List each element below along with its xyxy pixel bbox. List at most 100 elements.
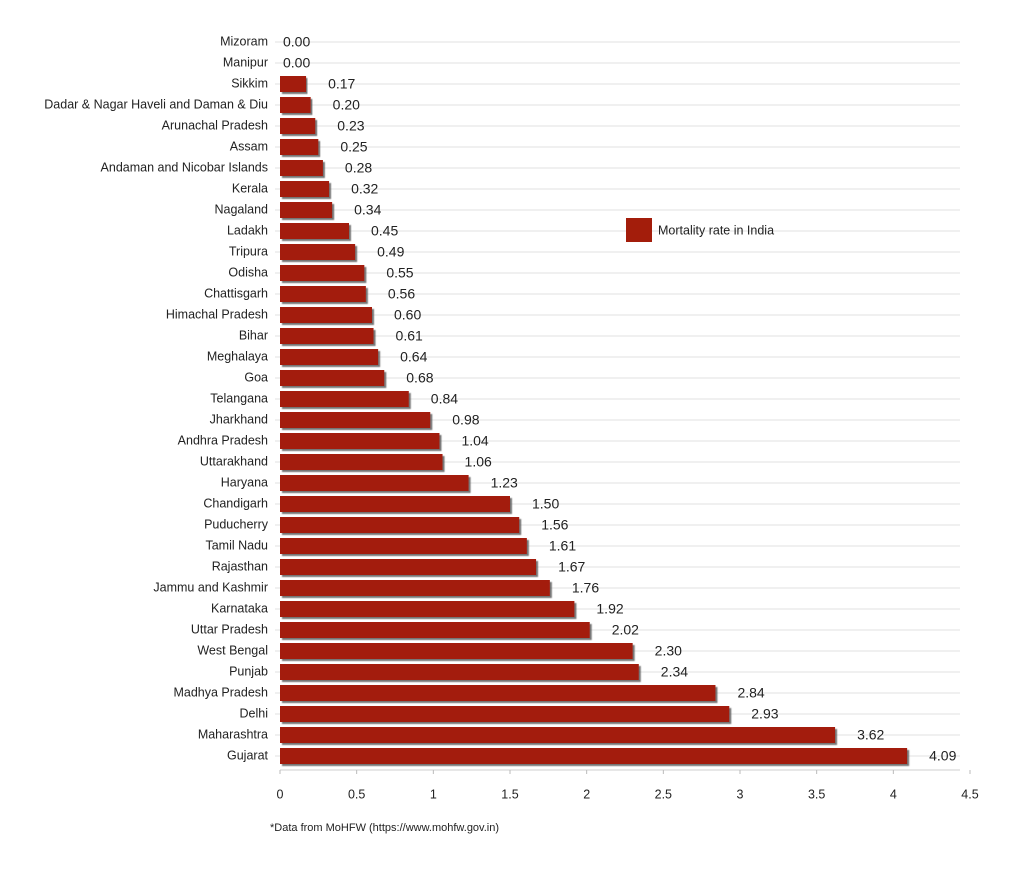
y-tick-label: Telangana <box>210 391 268 405</box>
y-tick-label: Sikkim <box>231 76 268 90</box>
bar <box>280 622 590 638</box>
bar <box>280 664 639 680</box>
value-label: 0.45 <box>371 223 398 239</box>
bar <box>280 181 330 197</box>
bar <box>280 139 319 155</box>
bar <box>280 391 409 407</box>
bar <box>280 706 730 722</box>
x-tick-label: 3.5 <box>808 787 825 801</box>
y-tick-label: Punjab <box>229 664 268 678</box>
value-label: 0.55 <box>386 265 413 281</box>
y-tick-label: Kerala <box>232 181 268 195</box>
y-tick-label: Maharashtra <box>198 727 268 741</box>
bar <box>280 118 316 134</box>
bar <box>280 685 716 701</box>
value-label: 2.93 <box>751 706 778 722</box>
y-tick-label: Dadar & Nagar Haveli and Daman & Diu <box>44 97 268 111</box>
y-tick-label: Chattisgarh <box>204 286 268 300</box>
y-tick-label: Ladakh <box>227 223 268 237</box>
value-label: 1.61 <box>549 538 576 554</box>
value-label: 1.23 <box>491 475 518 491</box>
y-tick-label: Gujarat <box>227 748 269 762</box>
bar <box>280 601 575 617</box>
y-tick-label: Jammu and Kashmir <box>153 580 268 594</box>
y-tick-label: Delhi <box>240 706 269 720</box>
x-tick-label: 1.5 <box>501 787 518 801</box>
bar <box>280 412 431 428</box>
bar <box>280 202 333 218</box>
footnote: *Data from MoHFW (https://www.mohfw.gov.… <box>270 822 499 834</box>
y-tick-label: Chandigarh <box>203 496 268 510</box>
y-tick-label: Rajasthan <box>212 559 268 573</box>
bar <box>280 223 349 239</box>
bar <box>280 727 836 743</box>
value-label: 0.84 <box>431 391 458 407</box>
x-tick-label: 3 <box>737 787 744 801</box>
value-label: 3.62 <box>857 727 884 743</box>
bar <box>280 748 908 764</box>
value-label: 0.00 <box>283 55 310 71</box>
y-tick-label: Mizoram <box>220 34 268 48</box>
value-label: 0.49 <box>377 244 404 260</box>
y-tick-label: Puducherry <box>204 517 269 531</box>
y-tick-label: West Bengal <box>197 643 268 657</box>
value-label: 0.56 <box>388 286 415 302</box>
value-label: 2.02 <box>612 622 639 638</box>
y-tick-label: Arunachal Pradesh <box>162 118 268 132</box>
value-label: 0.98 <box>452 412 479 428</box>
y-tick-label: Odisha <box>228 265 268 279</box>
value-label: 2.34 <box>661 664 688 680</box>
value-label: 0.34 <box>354 202 381 218</box>
value-label: 0.25 <box>340 139 367 155</box>
y-tick-label: Tamil Nadu <box>205 538 268 552</box>
x-tick-label: 0 <box>277 787 284 801</box>
value-label: 0.00 <box>283 34 310 50</box>
value-label: 1.92 <box>596 601 623 617</box>
value-label: 1.56 <box>541 517 568 533</box>
value-label: 0.68 <box>406 370 433 386</box>
y-tick-label: Uttarakhand <box>200 454 268 468</box>
y-tick-label: Nagaland <box>214 202 268 216</box>
y-tick-label: Goa <box>244 370 268 384</box>
bar <box>280 475 469 491</box>
y-tick-label: Karnataka <box>211 601 268 615</box>
legend-label: Mortality rate in India <box>658 223 774 237</box>
value-label: 1.50 <box>532 496 559 512</box>
value-label: 2.30 <box>655 643 682 659</box>
value-label: 4.09 <box>929 748 956 764</box>
y-tick-label: Assam <box>230 139 268 153</box>
bar <box>280 265 365 281</box>
bar <box>280 580 550 596</box>
x-tick-label: 4.5 <box>961 787 978 801</box>
value-label: 0.61 <box>396 328 423 344</box>
legend-swatch <box>626 218 652 242</box>
bar <box>280 244 356 260</box>
y-tick-label: Andaman and Nicobar Islands <box>101 160 268 174</box>
value-label: 0.28 <box>345 160 372 176</box>
y-tick-label: Meghalaya <box>207 349 268 363</box>
x-tick-label: 1 <box>430 787 437 801</box>
bar <box>280 307 372 323</box>
bar <box>280 370 385 386</box>
bar <box>280 328 374 344</box>
bar <box>280 454 443 470</box>
value-label: 0.64 <box>400 349 427 365</box>
bar <box>280 538 527 554</box>
y-tick-label: Uttar Pradesh <box>191 622 268 636</box>
bar <box>280 286 366 302</box>
value-label: 1.76 <box>572 580 599 596</box>
bar <box>280 643 633 659</box>
value-label: 1.67 <box>558 559 585 575</box>
value-label: 1.06 <box>465 454 492 470</box>
y-tick-label: Himachal Pradesh <box>166 307 268 321</box>
bar <box>280 559 537 575</box>
bar <box>280 433 440 449</box>
value-label: 1.04 <box>461 433 488 449</box>
y-tick-label: Madhya Pradesh <box>173 685 268 699</box>
value-label: 0.20 <box>333 97 360 113</box>
value-label: 0.17 <box>328 76 355 92</box>
x-tick-label: 2.5 <box>655 787 672 801</box>
bar <box>280 76 307 92</box>
y-tick-label: Bihar <box>239 328 268 342</box>
